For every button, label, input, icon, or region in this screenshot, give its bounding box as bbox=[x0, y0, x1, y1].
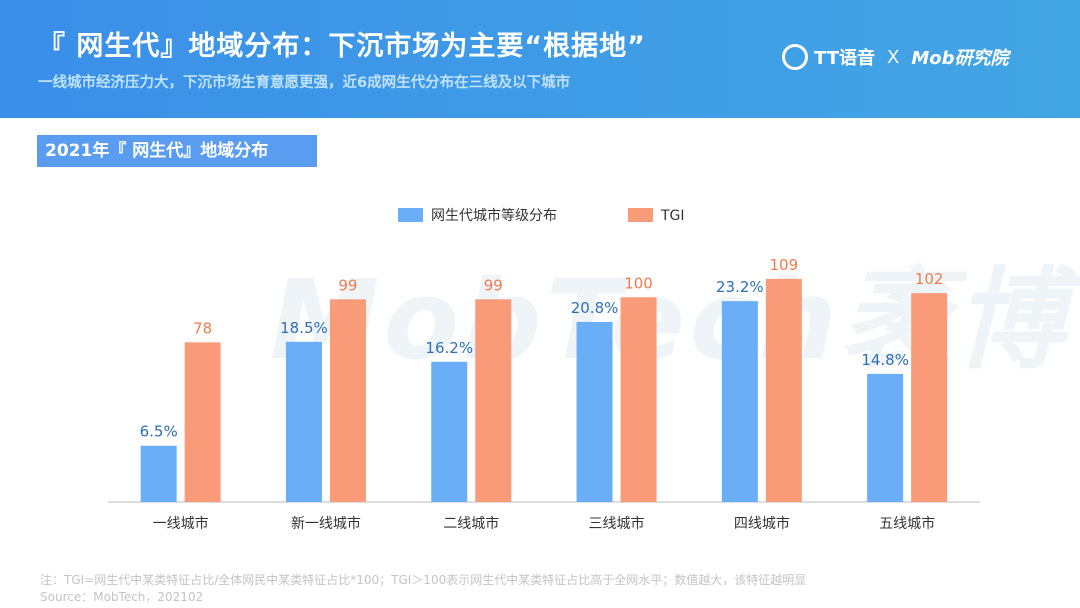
data-label: 102 bbox=[915, 270, 944, 288]
data-label: 20.8% bbox=[571, 299, 619, 317]
x-tick-label: 五线城市 bbox=[879, 515, 935, 532]
x-tick-label: 二线城市 bbox=[443, 515, 499, 532]
bar-distribution bbox=[576, 321, 613, 502]
data-label: 99 bbox=[484, 276, 503, 294]
bar-tgi bbox=[620, 297, 657, 502]
bar-distribution bbox=[140, 445, 177, 502]
legend-label: TGI bbox=[660, 208, 685, 224]
source: Source：MobTech，202102 bbox=[40, 590, 204, 604]
legend-swatch bbox=[628, 208, 653, 222]
bar-tgi bbox=[765, 278, 802, 502]
data-label: 100 bbox=[624, 274, 653, 292]
data-label: 99 bbox=[338, 276, 357, 294]
data-label: 18.5% bbox=[280, 319, 328, 337]
logo-separator: X bbox=[886, 46, 900, 68]
bar-tgi bbox=[911, 293, 948, 502]
x-tick-label: 四线城市 bbox=[734, 515, 790, 532]
x-tick-label: 一线城市 bbox=[153, 515, 209, 532]
x-tick-label: 三线城市 bbox=[589, 515, 645, 532]
data-label: 109 bbox=[770, 256, 799, 274]
data-label: 14.8% bbox=[861, 351, 909, 369]
logo-tt: TT语音 bbox=[814, 48, 875, 69]
section-title: 2021年『 网生代』地域分布 bbox=[37, 135, 317, 167]
data-label: 6.5% bbox=[140, 423, 178, 441]
page-title: 『 网生代』地域分布：下沉市场为主要“根据地” bbox=[38, 31, 646, 62]
bar-distribution bbox=[285, 341, 322, 502]
header-banner: 『 网生代』地域分布：下沉市场为主要“根据地” 一线城市经济压力大，下沉市场生育… bbox=[0, 0, 1080, 118]
footnote: 注：TGI=网生代中某类特征占比/全体网民中某类特征占比*100；TGI＞100… bbox=[40, 573, 807, 587]
tt-face-icon bbox=[782, 44, 808, 70]
data-label: 23.2% bbox=[716, 278, 764, 296]
bar-tgi bbox=[475, 299, 512, 502]
bar-tgi bbox=[329, 299, 366, 502]
bar-tgi bbox=[184, 342, 221, 502]
x-tick-label: 新一线城市 bbox=[291, 515, 361, 532]
bar-distribution bbox=[721, 301, 758, 502]
legend-label: 网生代城市等级分布 bbox=[431, 207, 557, 224]
page-subtitle: 一线城市经济压力大，下沉市场生育意愿更强，近6成网生代分布在三线及以下城市 bbox=[38, 75, 571, 91]
data-label: 78 bbox=[193, 319, 212, 337]
logo-mob: Mob研究院 bbox=[911, 48, 1009, 69]
data-label: 16.2% bbox=[425, 339, 473, 357]
legend-swatch bbox=[398, 208, 423, 222]
brand-logos: TT语音 X Mob研究院 bbox=[782, 44, 1009, 70]
bar-distribution bbox=[431, 361, 468, 502]
bar-distribution bbox=[867, 373, 904, 502]
